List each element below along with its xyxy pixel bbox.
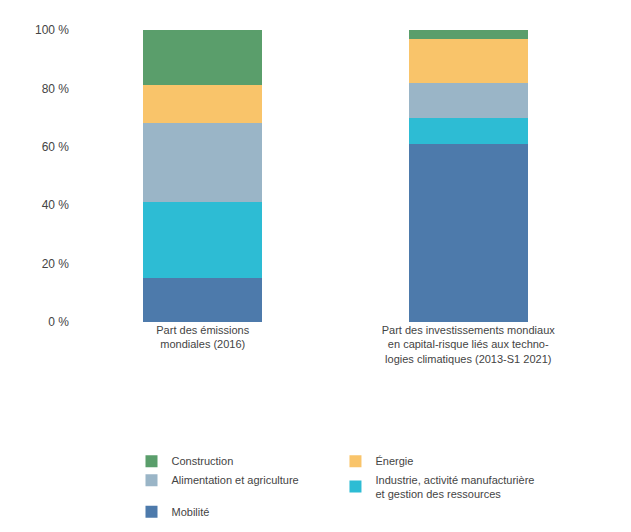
- svg-text:0 %: 0 %: [48, 315, 69, 329]
- svg-text:Part des investissements mondi: Part des investissements mondiauxen capi…: [382, 324, 556, 365]
- svg-text:60 %: 60 %: [42, 140, 70, 154]
- svg-text:Industrie, activité manufactur: Industrie, activité manufacturièreet ges…: [375, 474, 534, 500]
- svg-text:Part des émissionsmondiales (2: Part des émissionsmondiales (2016): [156, 324, 249, 350]
- svg-text:80 %: 80 %: [42, 82, 70, 96]
- svg-text:Construction: Construction: [172, 455, 234, 467]
- svg-text:Mobilité: Mobilité: [172, 506, 210, 518]
- svg-text:20 %: 20 %: [42, 257, 70, 271]
- svg-text:100 %: 100 %: [35, 23, 69, 37]
- svg-text:Énergie: Énergie: [375, 455, 413, 467]
- svg-text:40 %: 40 %: [42, 198, 70, 212]
- svg-text:Alimentation et agriculture: Alimentation et agriculture: [172, 474, 299, 486]
